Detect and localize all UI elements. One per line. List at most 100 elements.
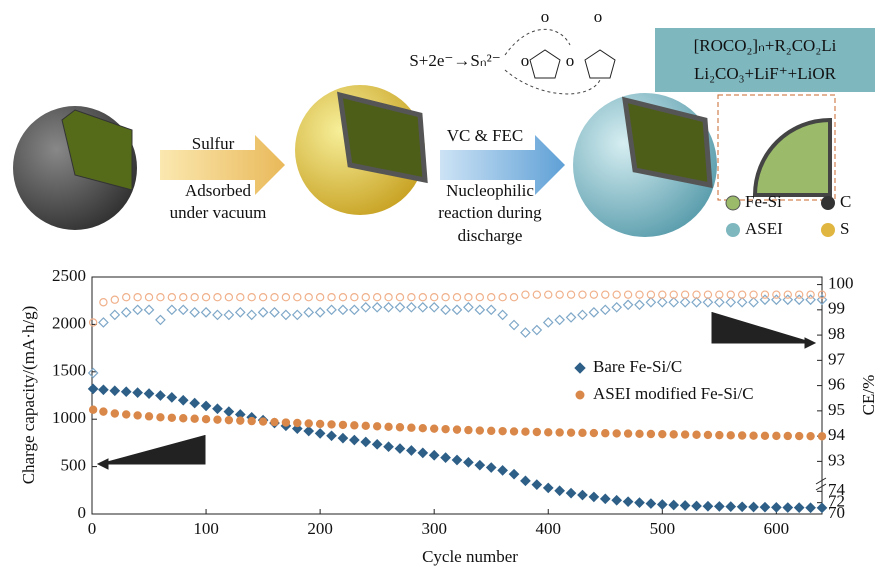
point xyxy=(612,429,621,438)
point xyxy=(372,293,382,302)
point xyxy=(407,293,416,302)
point xyxy=(246,309,258,321)
point xyxy=(485,304,497,316)
step-label: discharge xyxy=(458,226,523,245)
point xyxy=(247,293,256,302)
point xyxy=(213,415,222,424)
point xyxy=(656,296,668,308)
point xyxy=(772,431,781,441)
point xyxy=(521,427,530,436)
y-tick-label: 1500 xyxy=(52,361,86,380)
point xyxy=(406,445,417,456)
point xyxy=(668,499,680,511)
point xyxy=(236,416,245,425)
y2-axis-label: CE/% xyxy=(859,375,878,416)
point xyxy=(760,431,770,440)
point xyxy=(577,489,588,501)
point xyxy=(634,299,645,311)
point xyxy=(441,424,450,434)
point xyxy=(167,293,177,302)
y-tick-label: 2000 xyxy=(52,313,86,332)
point xyxy=(179,293,188,302)
y2-tick-label: 94 xyxy=(828,425,846,444)
point xyxy=(520,327,531,338)
step-label: VC & FEC xyxy=(447,126,524,145)
point xyxy=(303,307,315,318)
point xyxy=(223,309,235,321)
point xyxy=(475,293,485,302)
point xyxy=(577,309,588,321)
point xyxy=(565,312,577,323)
point xyxy=(623,290,633,299)
point xyxy=(794,290,804,299)
legend-swatch xyxy=(821,196,835,210)
point xyxy=(132,304,143,316)
point xyxy=(715,290,724,299)
point xyxy=(498,293,507,302)
point xyxy=(350,421,359,430)
point xyxy=(713,296,725,308)
point xyxy=(270,293,279,302)
point xyxy=(303,425,315,437)
point xyxy=(258,417,268,426)
axis-arrow xyxy=(711,312,817,349)
point xyxy=(703,430,713,440)
point xyxy=(554,485,566,497)
point xyxy=(589,428,599,438)
point xyxy=(155,390,166,401)
point xyxy=(384,422,393,431)
point xyxy=(645,498,657,509)
point xyxy=(326,304,337,316)
point xyxy=(703,290,713,299)
point xyxy=(658,429,667,439)
point xyxy=(190,293,199,302)
point xyxy=(782,502,794,513)
legend-text: Fe-Si xyxy=(745,192,782,211)
point xyxy=(588,491,600,503)
point xyxy=(475,426,485,435)
point xyxy=(418,424,427,433)
point xyxy=(725,296,737,308)
point xyxy=(314,307,326,318)
y2-tick-label: 100 xyxy=(828,273,854,292)
x-tick-label: 300 xyxy=(421,519,447,538)
point xyxy=(805,502,816,514)
point xyxy=(281,293,291,302)
point xyxy=(213,293,222,302)
point xyxy=(532,290,542,299)
core xyxy=(336,91,428,184)
zoom-box xyxy=(717,94,836,201)
point xyxy=(611,301,623,313)
point xyxy=(634,497,645,508)
point xyxy=(109,309,121,321)
y2-tick-label: 98 xyxy=(828,324,845,343)
point xyxy=(487,293,496,302)
point xyxy=(635,290,644,299)
arrow xyxy=(440,135,565,195)
point xyxy=(394,301,406,313)
point xyxy=(132,387,143,399)
y2-tick-label: 97 xyxy=(828,349,846,368)
point xyxy=(578,428,587,438)
molecule xyxy=(529,49,616,79)
point xyxy=(622,299,634,311)
point xyxy=(737,431,747,440)
point xyxy=(771,294,782,306)
legend-swatch xyxy=(725,195,741,211)
point xyxy=(361,421,370,431)
point xyxy=(257,307,269,318)
point xyxy=(99,298,108,307)
point xyxy=(783,431,792,441)
point xyxy=(566,290,576,299)
x-tick-label: 200 xyxy=(307,519,333,538)
point xyxy=(394,443,406,454)
point xyxy=(692,290,701,299)
point xyxy=(737,290,747,299)
point xyxy=(542,317,554,328)
point xyxy=(749,431,758,440)
point xyxy=(702,500,714,512)
point xyxy=(406,301,417,313)
point xyxy=(645,296,657,308)
y2-tick-label: 96 xyxy=(828,375,845,394)
